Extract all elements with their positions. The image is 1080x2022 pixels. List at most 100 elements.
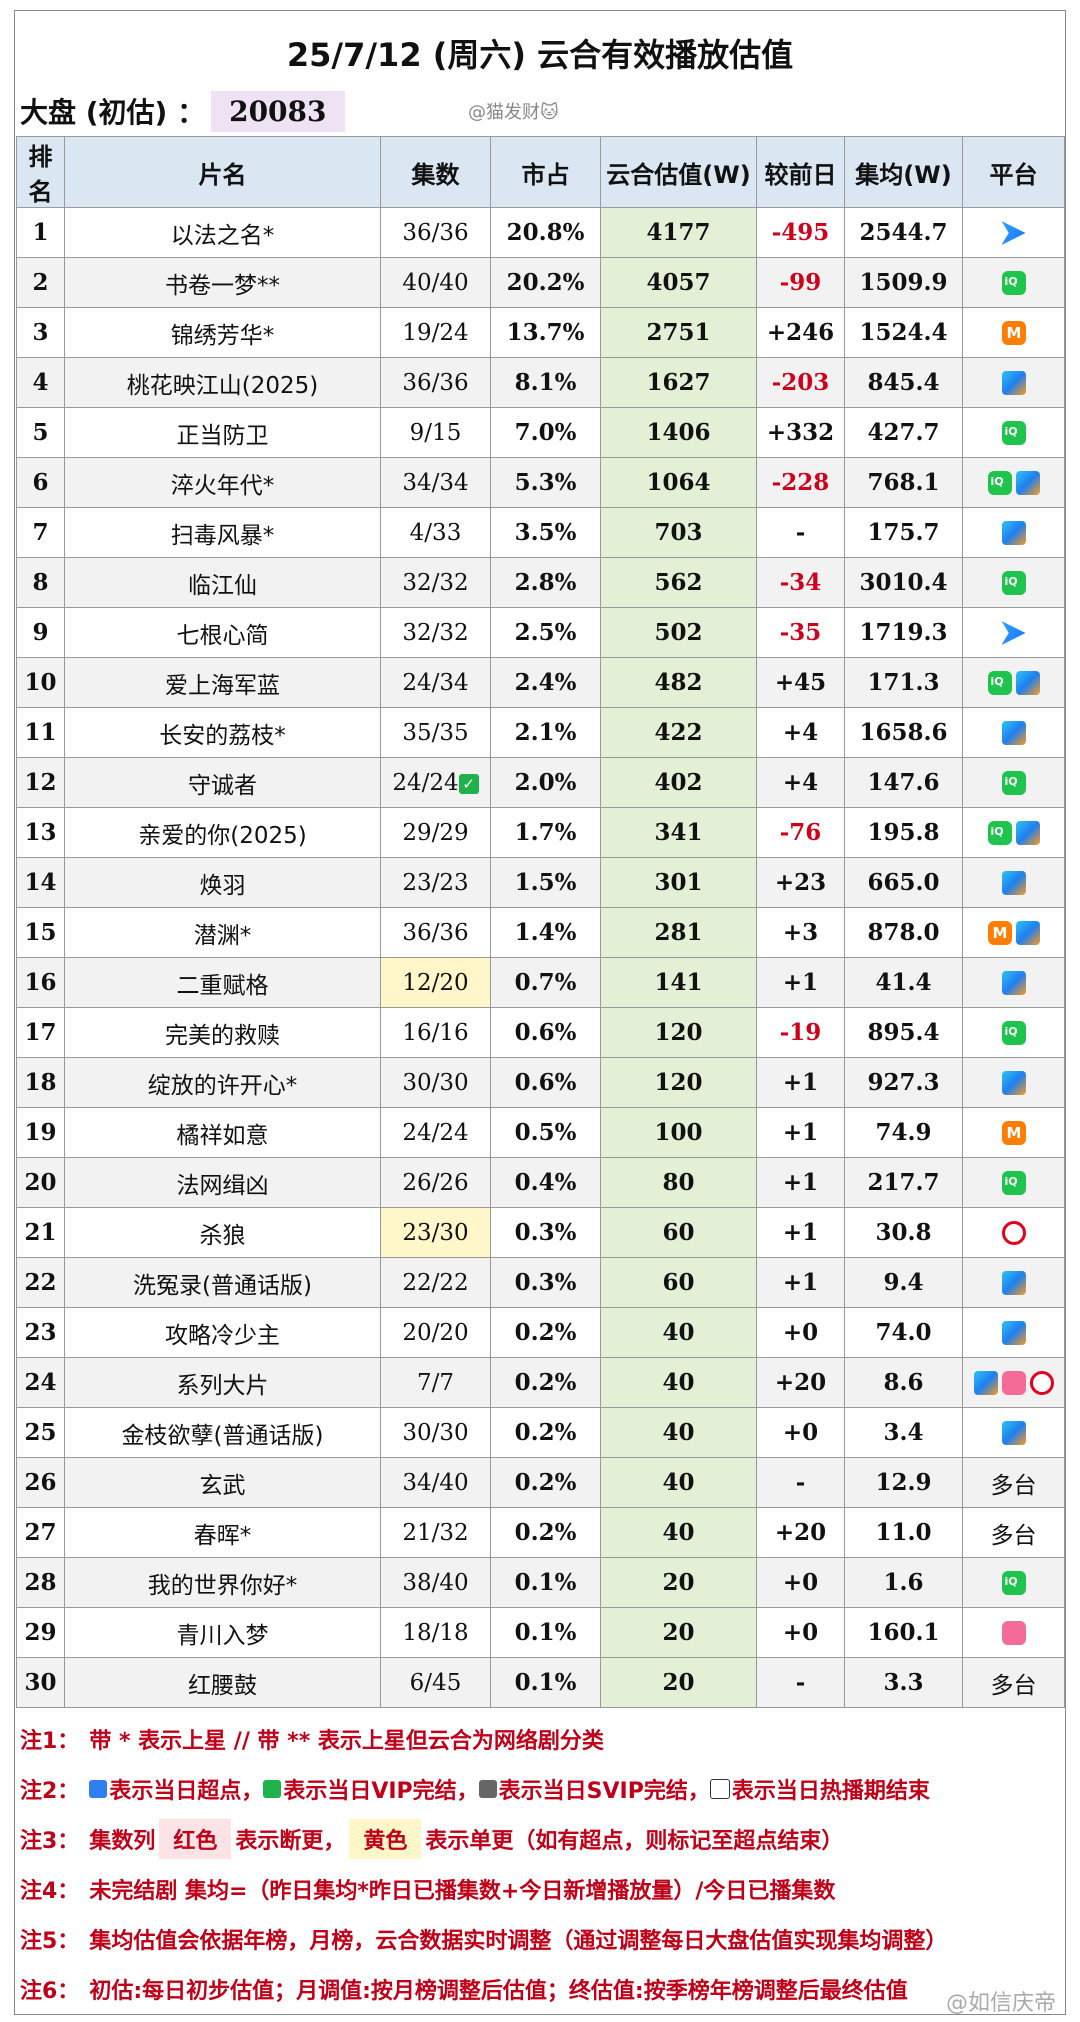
episodes-cell: 30/30 [380,1057,491,1108]
rank-cell: 7 [16,507,65,558]
estimate-cell: 1406 [600,407,757,458]
rank-cell: 20 [16,1157,65,1208]
avg-cell: 217.7 [844,1157,963,1208]
rank-cell: 29 [16,1607,65,1658]
table-row: 4 桃花映江山(2025) 36/36 8.1% 1627 -203 845.4 [16,357,1065,408]
episodes-cell: 23/23 [380,857,491,908]
market-total-label: 大盘 (初估) ： [20,96,206,129]
title-cell: 以法之名* [64,207,381,258]
estimate-cell: 40 [600,1357,757,1408]
table-row: 5 正当防卫 9/15 7.0% 1406 +332 427.7 [16,407,1065,458]
table-row: 29 青川入梦 18/18 0.1% 20 +0 160.1 [16,1607,1065,1658]
avg-cell: 147.6 [844,757,963,808]
title-cell: 我的世界你好* [64,1557,381,1608]
estimate-cell: 141 [600,957,757,1008]
episodes-cell: 16/16 [380,1007,491,1058]
diff-cell: +4 [756,707,845,758]
tencent-icon [1015,671,1040,695]
migu-icon [1001,1221,1026,1245]
mango-icon [987,921,1012,945]
vip-complete-check-icon: ✓ [458,773,479,794]
episodes-cell: 7/7 [380,1357,491,1408]
share-cell: 0.2% [490,1307,601,1358]
title-cell: 系列大片 [64,1357,381,1408]
episodes-cell: 19/24 [380,307,491,358]
episodes-value: 30/30 [402,1069,469,1096]
title-cell: 临江仙 [64,557,381,608]
tencent-icon [1001,871,1026,895]
estimate-cell: 40 [600,1457,757,1508]
title-cell: 红腰鼓 [64,1657,381,1708]
platform-cell [962,657,1065,708]
episodes-value: 23/30 [402,1219,469,1246]
diff-cell: +1 [756,1107,845,1158]
diff-cell: -35 [756,607,845,658]
table-row: 30 红腰鼓 6/45 0.1% 20-3.3 多台 [16,1657,1065,1708]
diff-cell: - [756,1457,845,1508]
episodes-value: 21/32 [402,1519,469,1546]
avg-cell: 11.0 [844,1507,963,1558]
col-header-avg: 集均(W) [844,136,963,208]
episodes-value: 35/35 [402,719,469,746]
mango-icon [1001,321,1026,345]
mango-icon [1001,1121,1026,1145]
avg-cell: 878.0 [844,907,963,958]
table-row: 12 守诚者 24/24 ✓ 2.0% 402 +4 147.6 [16,757,1065,808]
rank-cell: 15 [16,907,65,958]
episodes-cell: 36/36 [380,907,491,958]
platform-cell [962,707,1065,758]
episodes-value: 36/36 [402,369,469,396]
platform-cell [962,357,1065,408]
diff-cell: +1 [756,1157,845,1208]
platform-cell [962,607,1065,658]
share-cell: 1.5% [490,857,601,908]
rank-cell: 13 [16,807,65,858]
tencent-icon [1001,1071,1026,1095]
bili-icon [1001,1371,1026,1395]
diff-cell: -228 [756,457,845,508]
table-row: 2 书卷一梦** 40/40 20.2% 4057 -99 1509.9 [16,257,1065,308]
table-row: 27 春晖* 21/32 0.2% 40 +20 11.0 多台 [16,1507,1065,1558]
watermark-bottom: @如信庆帝 [945,1991,1056,2016]
avg-cell: 74.9 [844,1107,963,1158]
diff-cell: +0 [756,1557,845,1608]
episodes-cell: 29/29 [380,807,491,858]
diff-cell: - [756,507,845,558]
platform-cell [962,257,1065,308]
share-cell: 13.7% [490,307,601,358]
share-cell: 1.7% [490,807,601,858]
episodes-cell: 30/30 [380,1407,491,1458]
estimate-cell: 80 [600,1157,757,1208]
table-body: 1 以法之名* 36/36 20.8% 4177 -495 2544.7 2 书卷一梦** 40/… [16,207,1065,1708]
platform-cell [962,1557,1065,1608]
estimate-cell: 422 [600,707,757,758]
diff-cell: +1 [756,1207,845,1258]
tencent-icon [1015,471,1040,495]
avg-cell: 30.8 [844,1207,963,1258]
share-cell: 0.3% [490,1207,601,1258]
note-4: 注4： 未完结剧 集均=（昨日集均*昨日已播集数+今日新增播放量）/今日已播集数 [20,1879,836,1904]
share-cell: 0.1% [490,1607,601,1658]
title-cell: 二重赋格 [64,957,381,1008]
episodes-value: 38/40 [402,1569,469,1596]
table-frame [14,10,1066,2015]
tencent-icon [1001,1421,1026,1445]
platform-cell [962,457,1065,508]
estimate-cell: 4177 [600,207,757,258]
table-row: 25 金枝欲孽(普通话版) 30/30 0.2% 40 +0 3.4 [16,1407,1065,1458]
rank-cell: 3 [16,307,65,358]
platform-cell [962,1257,1065,1308]
col-header-share: 市占 [490,136,601,208]
platform-cell [962,1407,1065,1458]
title-cell: 青川入梦 [64,1607,381,1658]
rank-cell: 23 [16,1307,65,1358]
platform-cell: 多台 [962,1507,1065,1558]
iqiyi-icon [987,821,1012,845]
estimate-cell: 341 [600,807,757,858]
avg-cell: 41.4 [844,957,963,1008]
rank-cell: 14 [16,857,65,908]
diff-cell: - [756,1657,845,1708]
estimate-cell: 4057 [600,257,757,308]
table-row: 15 潜渊* 36/36 1.4% 281 +3 878.0 [16,907,1065,958]
col-header-name: 片名 [64,136,381,208]
